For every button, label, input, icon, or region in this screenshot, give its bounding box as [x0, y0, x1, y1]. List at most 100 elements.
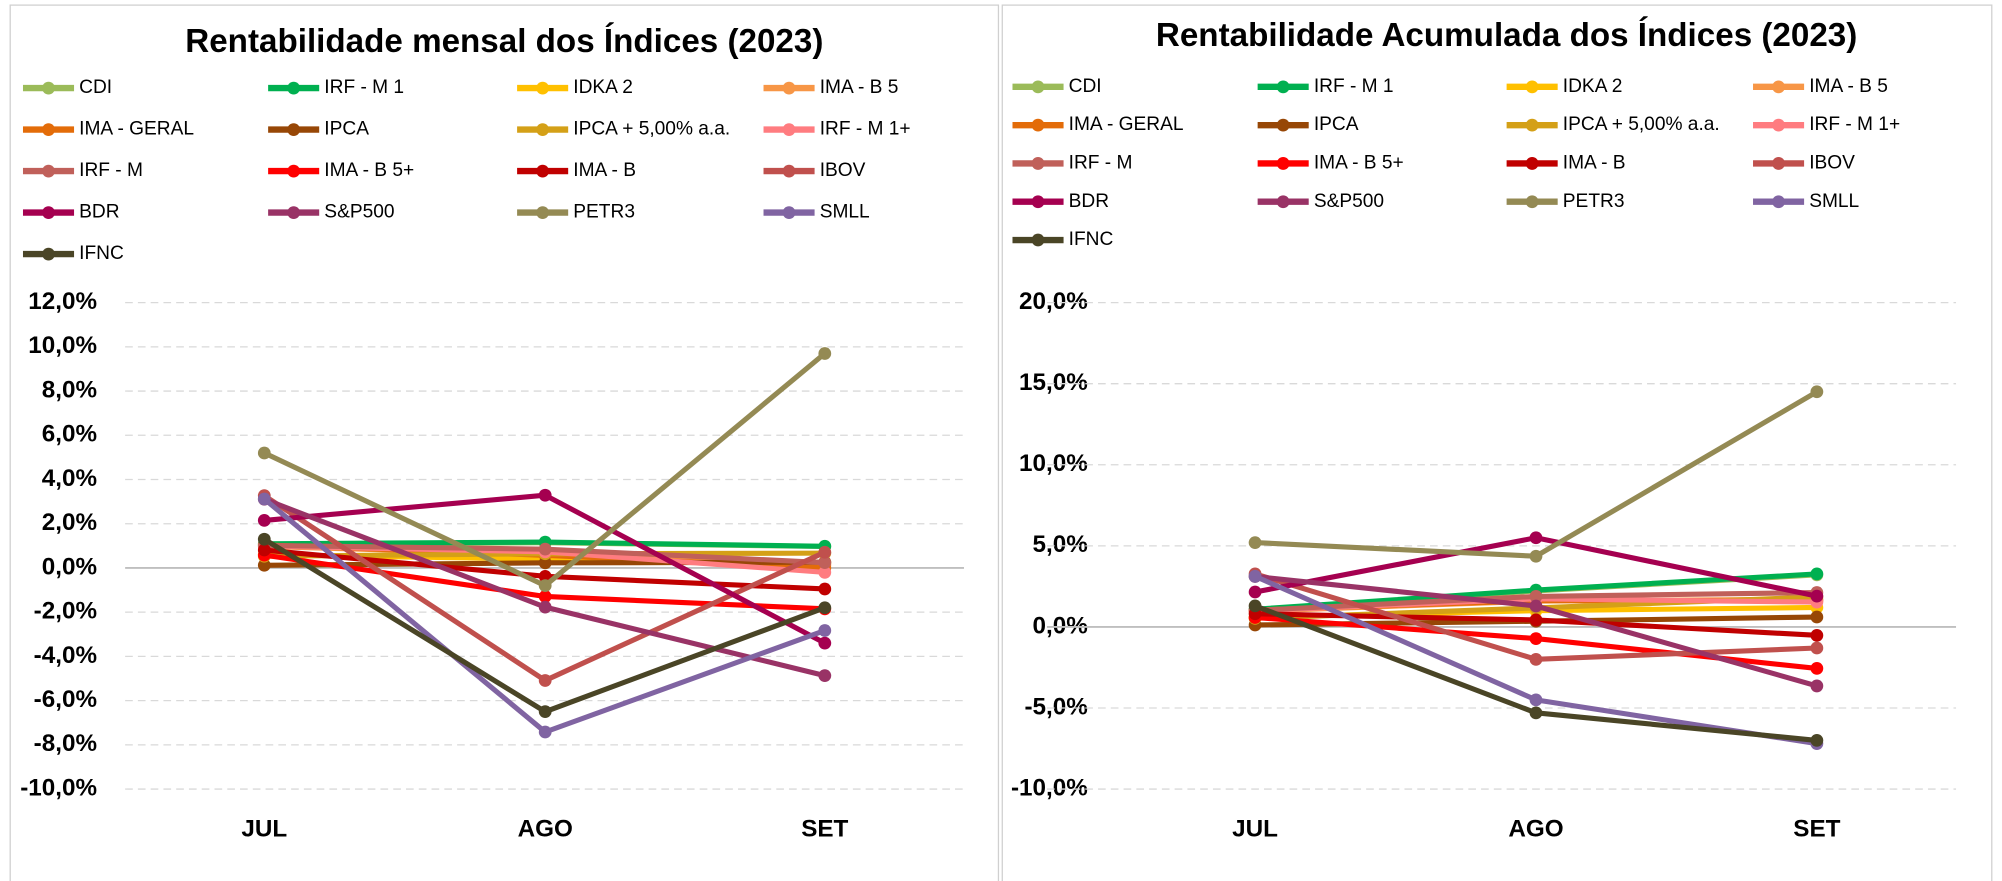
legend-marker [782, 123, 796, 136]
data-point [818, 545, 832, 559]
legend-marker [1031, 80, 1045, 94]
legend-marker [42, 123, 55, 136]
legend-marker [536, 206, 550, 219]
data-point [538, 674, 552, 687]
legend-label: IMA - B 5 [820, 77, 899, 98]
legend-marker [1031, 195, 1045, 209]
x-tick-label: SET [801, 815, 848, 842]
y-tick-label: 12,0% [28, 288, 97, 315]
legend-label: IRF - M 1+ [820, 119, 911, 140]
data-point [1529, 613, 1543, 627]
data-point [538, 600, 552, 614]
data-point [538, 542, 552, 556]
legend-marker [1525, 195, 1539, 209]
legend-marker [1772, 80, 1785, 94]
legend-label: IMA - B 5+ [1314, 153, 1404, 174]
data-point [1810, 589, 1824, 603]
legend-marker [287, 123, 301, 136]
data-point [818, 556, 832, 570]
data-point [1529, 549, 1543, 563]
data-point [257, 532, 271, 546]
legend-marker [536, 123, 550, 136]
y-tick-label: 6,0% [42, 421, 97, 448]
y-tick-label: -2,0% [34, 598, 97, 625]
legend-label: IRF - M 1 [1314, 76, 1394, 97]
legend-label: BDR [79, 202, 119, 223]
data-point [538, 579, 552, 593]
legend-marker [536, 81, 550, 95]
data-point [1810, 610, 1824, 624]
legend-marker [782, 164, 796, 178]
legend-marker [1031, 157, 1045, 170]
legend-label: IDKA 2 [573, 77, 633, 98]
x-tick-label: AGO [1508, 815, 1563, 842]
chart-title: Rentabilidade Acumulada dos Índices (202… [1156, 16, 1857, 54]
x-tick-label: SET [1793, 815, 1840, 842]
data-point [1248, 569, 1262, 583]
legend-marker [1772, 195, 1785, 209]
x-tick-label: AGO [518, 815, 573, 842]
y-tick-label: -4,0% [34, 642, 97, 669]
legend-marker [287, 81, 301, 95]
legend-label: CDI [1069, 76, 1102, 97]
legend-label: CDI [79, 77, 112, 98]
legend-marker [1525, 157, 1539, 170]
legend-label: IBOV [820, 160, 866, 181]
data-point [1810, 662, 1824, 675]
legend-label: IRF - M [79, 160, 143, 181]
y-tick-label: 0,0% [42, 553, 97, 580]
chart-title: Rentabilidade mensal dos Índices (2023) [185, 22, 823, 60]
legend-label: IFNC [79, 243, 124, 264]
legend-label: IRF - M 1 [324, 77, 404, 98]
y-tick-label: 2,0% [42, 509, 97, 536]
legend-label: IPCA + 5,00% a.a. [573, 119, 730, 140]
panel [9, 4, 1000, 881]
data-point [1810, 628, 1824, 642]
legend-label: PETR3 [1563, 191, 1625, 212]
data-point [538, 569, 552, 583]
legend-marker [42, 206, 55, 219]
legend-label: IMA - B [573, 160, 636, 181]
legend-marker [782, 81, 796, 95]
y-tick-label: -10,0% [1011, 774, 1088, 801]
data-point [1810, 567, 1824, 581]
x-tick-label: JUL [1232, 815, 1278, 842]
legend-marker [1276, 157, 1290, 170]
legend-marker [1276, 195, 1290, 209]
legend-marker [42, 164, 55, 178]
legend-label: IMA - B 5 [1809, 76, 1888, 97]
data-point [1810, 734, 1824, 747]
legend-label: IMA - B 5+ [324, 160, 414, 181]
legend-label: IMA - GERAL [79, 119, 194, 140]
legend-label: IDKA 2 [1563, 76, 1623, 97]
y-tick-label: 15,0% [1019, 369, 1088, 396]
data-point [257, 514, 271, 527]
y-tick-label: -6,0% [34, 686, 97, 713]
data-point [818, 669, 832, 683]
data-point [1529, 599, 1543, 613]
legend-marker [1525, 118, 1539, 132]
data-point [818, 347, 832, 360]
data-point [1810, 679, 1824, 693]
data-point [257, 543, 271, 557]
data-point [538, 488, 552, 502]
y-tick-label: -5,0% [1024, 693, 1087, 720]
y-tick-label: 10,0% [28, 332, 97, 359]
data-point [257, 558, 271, 572]
legend-label: SMLL [1809, 191, 1859, 212]
legend-marker [1276, 118, 1290, 132]
data-point [1248, 599, 1262, 613]
data-point [1529, 590, 1543, 603]
y-tick-label: 10,0% [1019, 450, 1088, 477]
legend-label: IMA - B [1563, 153, 1626, 174]
data-point [538, 725, 552, 739]
data-point [538, 556, 552, 570]
legend-label: PETR3 [573, 202, 635, 223]
data-point [818, 636, 832, 650]
legend-marker [42, 247, 55, 261]
legend-label: S&P500 [324, 202, 394, 223]
data-point [1248, 536, 1262, 549]
data-point [538, 705, 552, 719]
legend-marker [287, 164, 301, 178]
